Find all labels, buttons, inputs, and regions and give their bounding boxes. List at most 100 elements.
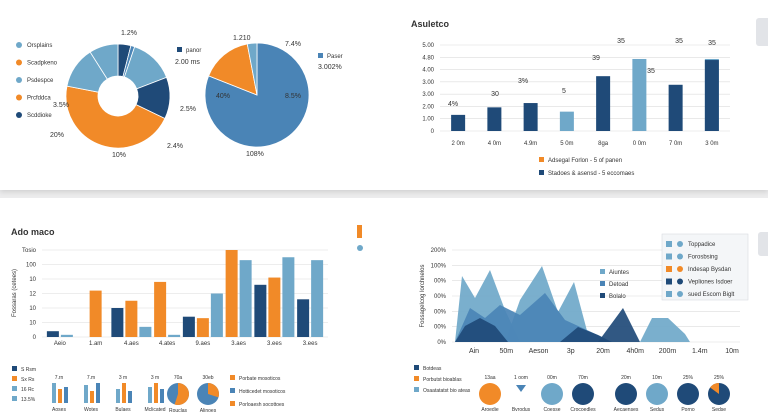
bar-top-bar bbox=[632, 58, 647, 131]
area-y-tick: 0% bbox=[437, 340, 446, 346]
circle-row-label: Bvrodus bbox=[512, 407, 531, 413]
bar-bottom-bar bbox=[168, 334, 181, 337]
bar-bottom-bar bbox=[139, 326, 152, 337]
bar-bottom-x-tick: 4.ates bbox=[159, 341, 175, 347]
bar-top-bar bbox=[704, 60, 719, 131]
donut-data-label: 3.5% bbox=[53, 102, 69, 109]
donut-data-label: 1.2% bbox=[121, 30, 137, 37]
bar-bottom-y-tick: 0 bbox=[33, 335, 37, 341]
mini-legend-label: 16 Rc bbox=[21, 387, 35, 393]
circle-row-wedge bbox=[710, 383, 719, 394]
bar-bottom-bar bbox=[239, 260, 252, 337]
circle-row-circle bbox=[572, 383, 594, 405]
area-right-legend-label: Forosbsing bbox=[688, 255, 718, 261]
bar-bottom-bar bbox=[311, 260, 324, 337]
area-y-label: Fossagelcog lorchnelos bbox=[420, 264, 426, 327]
area-y-tick: 00% bbox=[434, 309, 447, 315]
bar-bottom-bar bbox=[196, 318, 209, 337]
donut-legend-label: Orsplains bbox=[27, 43, 52, 49]
area-legend-swatch bbox=[600, 281, 605, 286]
circle-row-circle bbox=[541, 383, 563, 405]
pie-legend-1-swatch bbox=[318, 53, 323, 58]
bar-top-y-tick: 3.00 bbox=[422, 80, 434, 86]
circle-row-circle bbox=[479, 383, 501, 405]
circle-row-label: Coesse bbox=[544, 407, 561, 413]
mini-bar-label: Mclicated bbox=[144, 407, 165, 413]
pie-data-label: 40% bbox=[216, 93, 230, 100]
circle-row-triangle bbox=[516, 385, 526, 392]
bar-top-y-tick: 4.00 bbox=[422, 68, 434, 74]
donut-legend-marker bbox=[16, 94, 22, 101]
mini-pie-label: Alinoes bbox=[200, 408, 217, 414]
bar-top-y-tick: 1.00 bbox=[422, 117, 434, 123]
bar-top-bar bbox=[596, 76, 611, 131]
pie-data-label: 1.210 bbox=[233, 35, 251, 42]
bar-top-y-tick: 0 bbox=[431, 129, 435, 135]
circle-row-circle bbox=[615, 383, 637, 405]
bar-bottom-bar bbox=[125, 300, 138, 337]
edge-tab-bottom[interactable] bbox=[758, 232, 768, 256]
bar-top-bar bbox=[559, 111, 574, 131]
circle-row-top-label: 13aa bbox=[484, 375, 495, 381]
mini-pie-top-label: 70a bbox=[174, 375, 183, 381]
bar-top-data-label: 35 bbox=[647, 68, 655, 75]
circle-row-top-label: 25% bbox=[714, 375, 725, 381]
area-right-legend-marker bbox=[677, 291, 683, 297]
bar-top-y-tick: 5.00 bbox=[422, 43, 434, 49]
pie-data-label: 2.00 ms bbox=[175, 59, 200, 66]
area-x-tick: 1.4m bbox=[692, 348, 708, 355]
bottom-mid-legend-swatch bbox=[230, 401, 235, 406]
bar-top-bar bbox=[668, 84, 683, 131]
donut-legend-marker bbox=[16, 112, 22, 118]
bottom-mid-legend-label: Porloaesh socottoes bbox=[239, 402, 285, 408]
bottom-right-legend-swatch bbox=[414, 376, 419, 381]
area-x-tick: 50m bbox=[499, 348, 513, 355]
mini-pie-top-label: 30eb bbox=[202, 375, 213, 381]
circle-row-circle bbox=[677, 383, 699, 405]
bar-bottom-bar bbox=[89, 290, 102, 337]
area-y-tick: 00% bbox=[434, 279, 447, 285]
bar-top-x-tick: 4 0m bbox=[488, 141, 501, 147]
mini-bar-label: Wotes bbox=[84, 407, 99, 413]
bar-top-x-tick: 5 0m bbox=[560, 141, 573, 147]
donut-data-label: 10% bbox=[112, 152, 126, 159]
bottom-right-legend-swatch bbox=[414, 387, 419, 392]
bottom-right-legend-swatch bbox=[414, 365, 419, 370]
bar-bottom-x-tick: 1.am bbox=[89, 341, 102, 347]
area-legend-label: Detoad bbox=[609, 282, 628, 288]
mini-bar bbox=[64, 387, 68, 403]
area-right-legend-swatch bbox=[666, 241, 672, 247]
area-y-tick: 200% bbox=[431, 248, 447, 254]
area-series-light-right bbox=[640, 318, 690, 342]
mini-bar-top-label: 3 m bbox=[119, 375, 127, 381]
mini-legend-label: Sx Rs bbox=[21, 377, 35, 383]
bar-top-data-label: 3% bbox=[518, 78, 528, 85]
circle-row-label: Crocoedles bbox=[570, 407, 596, 413]
mini-legend-swatch bbox=[12, 376, 17, 381]
mini-bar-label: Bulaes bbox=[115, 407, 131, 413]
mini-pie-slice bbox=[208, 383, 219, 398]
edge-tab-top[interactable] bbox=[756, 18, 768, 46]
donut-legend-label: Scddioke bbox=[27, 113, 52, 119]
area-legend-swatch bbox=[600, 269, 605, 274]
bar-top-y-tick: 3.00 bbox=[422, 92, 434, 98]
bar-bottom-bar bbox=[182, 316, 195, 337]
area-x-tick: 3p bbox=[567, 348, 575, 355]
circle-row-label: Sedse bbox=[712, 407, 726, 413]
bar-chart-bottom-title: Ado maco bbox=[11, 227, 55, 237]
mini-legend-label: 13.5% bbox=[21, 397, 36, 403]
circle-row-top-label: 1 oom bbox=[514, 375, 528, 381]
pie-slice-2 bbox=[246, 42, 258, 96]
bottom-mid-legend-label: Porbate mosoticos bbox=[239, 376, 281, 382]
bar-bottom-bar bbox=[46, 331, 59, 337]
bar-top-legend-swatch bbox=[539, 170, 544, 175]
donut-legend-marker bbox=[16, 42, 22, 48]
mini-bar-label: Aoses bbox=[52, 407, 66, 413]
circle-row-label: Sedus bbox=[650, 407, 665, 413]
bar-bottom-x-tick: Aeio bbox=[54, 341, 67, 347]
mini-legend-swatch bbox=[12, 366, 17, 371]
area-right-legend-box bbox=[661, 233, 749, 301]
bar-top-x-tick: 4.9m bbox=[524, 141, 537, 147]
area-x-tick: 10m bbox=[725, 348, 739, 355]
